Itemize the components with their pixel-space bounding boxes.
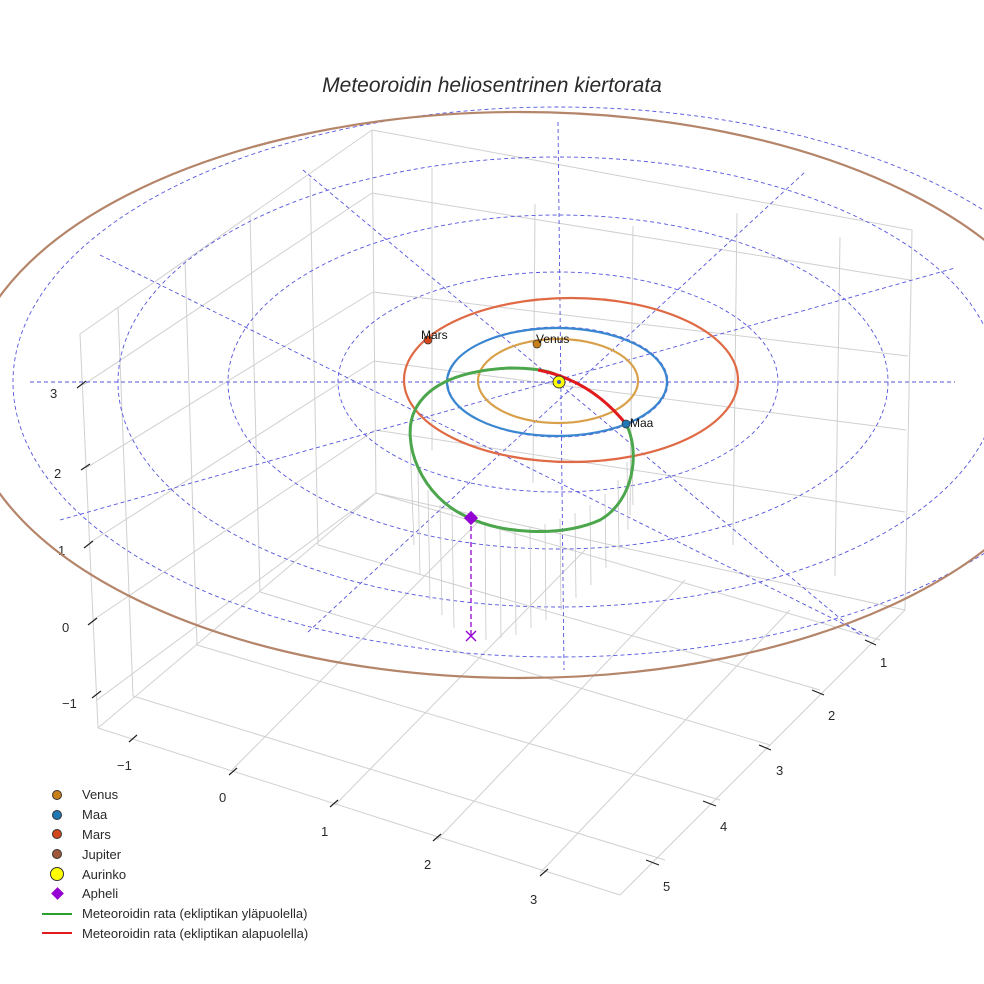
svg-text:5: 5 <box>663 879 670 894</box>
svg-text:4: 4 <box>720 819 727 834</box>
legend-item-maa[interactable]: Maa <box>38 805 308 825</box>
legend-item-orbit-below[interactable]: Meteoroidin rata (ekliptikan alapuolella… <box>38 924 308 944</box>
z-axis-tick-labels: 3 2 1 0 −1 <box>50 386 77 711</box>
legend-line-icon <box>38 912 76 915</box>
x-axis-tick-labels: −1 0 1 2 3 <box>117 758 537 907</box>
svg-text:0: 0 <box>219 790 226 805</box>
mars-orbit <box>402 296 740 464</box>
legend-item-jupiter[interactable]: Jupiter <box>38 844 308 864</box>
axis-box-grid <box>79 129 913 896</box>
svg-text:1: 1 <box>880 655 887 670</box>
jupiter-orbit <box>0 110 984 680</box>
legend-dot-icon <box>38 789 76 800</box>
earth-label: Maa <box>630 416 654 430</box>
legend: Venus Maa Mars Jupiter Aurinko Apheli Me… <box>38 785 308 943</box>
y-axis-tick-labels: 1 2 3 4 5 <box>663 655 887 894</box>
svg-text:2: 2 <box>828 708 835 723</box>
legend-dot-icon <box>38 809 76 820</box>
aphelion-projection <box>463 510 479 642</box>
venus-label: Venus <box>536 332 569 346</box>
svg-text:1: 1 <box>58 543 65 558</box>
orbit-below-ecliptic <box>537 368 628 425</box>
svg-text:3: 3 <box>776 763 783 778</box>
legend-line-icon <box>38 932 76 935</box>
svg-text:−1: −1 <box>117 758 132 773</box>
legend-dot-icon <box>38 829 76 840</box>
legend-item-orbit-above[interactable]: Meteoroidin rata (ekliptikan yläpuolella… <box>38 904 308 924</box>
venus-marker <box>532 339 542 349</box>
ecliptic-reference-grid <box>12 106 984 671</box>
mars-label: Mars <box>421 328 448 342</box>
venus-orbit <box>476 337 640 425</box>
legend-item-apheli[interactable]: Apheli <box>38 884 308 904</box>
meteoroid-orbit <box>408 366 635 533</box>
orbit-drop-lines <box>409 439 634 641</box>
planet-markers: Mars Venus Maa <box>421 328 654 430</box>
legend-item-mars[interactable]: Mars <box>38 825 308 845</box>
svg-text:2: 2 <box>54 466 61 481</box>
legend-item-venus[interactable]: Venus <box>38 785 308 805</box>
planet-orbits <box>0 110 984 680</box>
legend-item-aurinko[interactable]: Aurinko <box>38 864 308 884</box>
svg-text:−1: −1 <box>62 696 77 711</box>
svg-text:1: 1 <box>321 824 328 839</box>
chart-title: Meteoroidin heliosentrinen kiertorata <box>322 74 662 97</box>
svg-text:2: 2 <box>424 857 431 872</box>
legend-dot-icon <box>38 849 76 860</box>
svg-text:0: 0 <box>62 620 69 635</box>
earth-marker <box>621 419 631 429</box>
tick-marks <box>76 380 877 877</box>
legend-sun-icon <box>38 867 76 882</box>
aphelion-diamond-marker <box>463 510 479 526</box>
mars-marker <box>423 335 433 345</box>
orbit-above-ecliptic <box>408 366 635 533</box>
legend-diamond-icon <box>38 887 76 901</box>
aphelion-floor-x-icon <box>465 630 477 642</box>
svg-text:3: 3 <box>50 386 57 401</box>
svg-text:3: 3 <box>530 892 537 907</box>
